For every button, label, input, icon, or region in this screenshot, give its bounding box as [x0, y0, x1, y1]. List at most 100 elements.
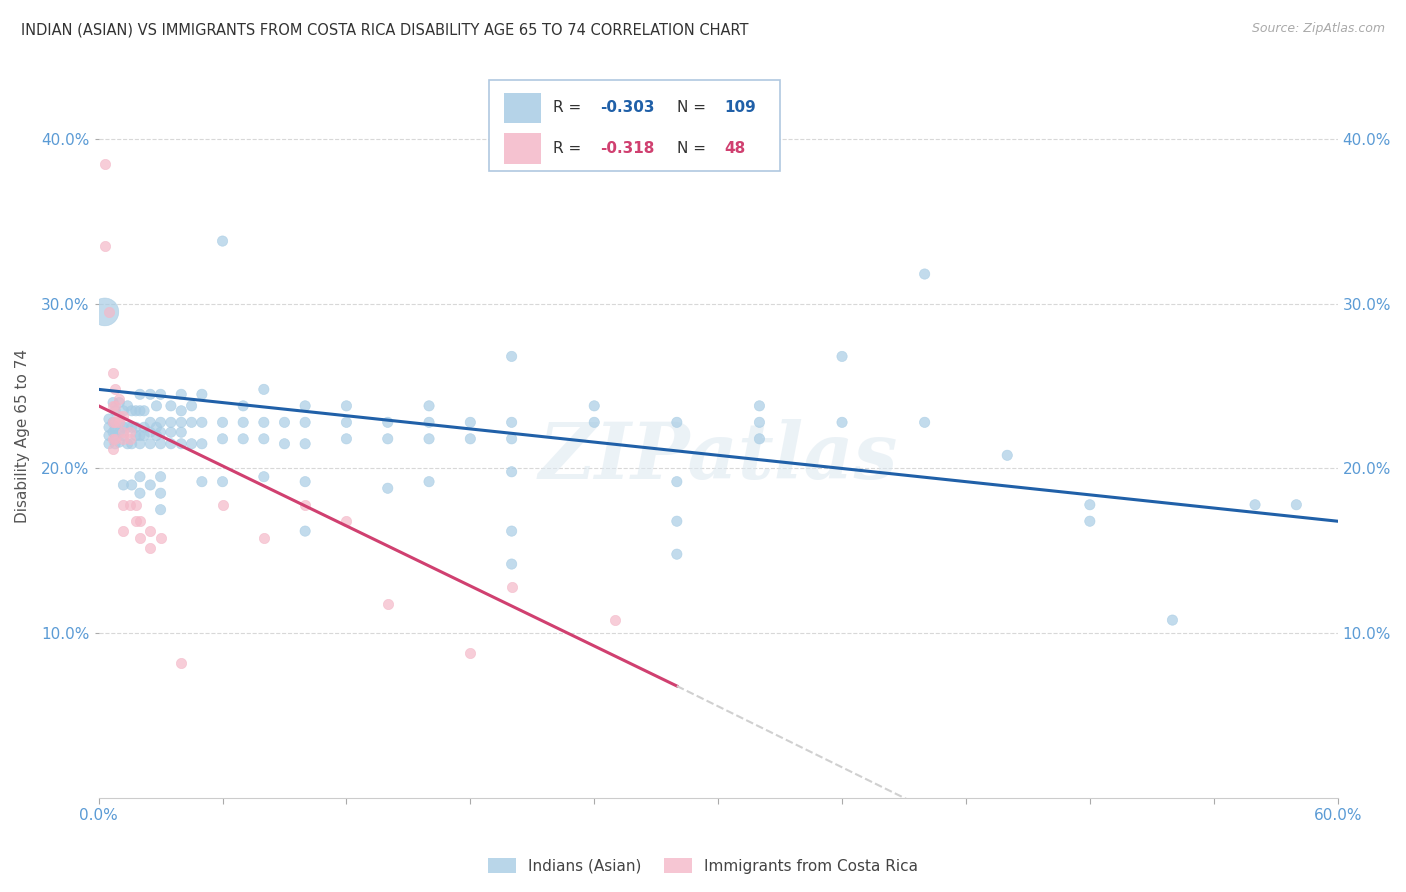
Point	[232, 399, 254, 413]
Point	[335, 399, 357, 413]
Point	[149, 387, 172, 401]
Point	[170, 425, 193, 440]
Point	[104, 436, 127, 450]
Point	[665, 475, 688, 489]
Point	[501, 524, 523, 538]
Point	[145, 399, 167, 413]
Point	[129, 436, 152, 450]
Point	[170, 415, 193, 429]
Point	[501, 580, 523, 594]
Point	[104, 383, 127, 397]
Text: R =: R =	[554, 100, 586, 115]
Point	[139, 415, 162, 429]
Point	[180, 399, 202, 413]
Point	[132, 404, 155, 418]
Point	[129, 514, 152, 528]
Point	[112, 425, 135, 440]
Point	[101, 432, 124, 446]
Point	[211, 475, 233, 489]
Point	[149, 425, 172, 440]
Point	[191, 415, 214, 429]
Point	[191, 436, 214, 450]
Point	[129, 404, 152, 418]
Point	[112, 428, 135, 442]
Point	[125, 420, 148, 434]
Point	[1285, 498, 1308, 512]
Point	[112, 432, 135, 446]
Point	[117, 399, 139, 413]
Point	[995, 448, 1018, 462]
Point	[232, 432, 254, 446]
Point	[170, 436, 193, 450]
Point	[418, 399, 440, 413]
Point	[583, 399, 606, 413]
Point	[294, 524, 316, 538]
Point	[121, 436, 143, 450]
Point	[748, 415, 770, 429]
Point	[132, 420, 155, 434]
Point	[253, 415, 276, 429]
Point	[603, 613, 626, 627]
Point	[501, 432, 523, 446]
Point	[108, 409, 131, 423]
Point	[97, 436, 120, 450]
Point	[149, 415, 172, 429]
Point	[104, 428, 127, 442]
Point	[97, 420, 120, 434]
Point	[583, 415, 606, 429]
Point	[831, 415, 853, 429]
Point	[665, 415, 688, 429]
Point	[377, 415, 399, 429]
Point	[418, 415, 440, 429]
Point	[294, 436, 316, 450]
Point	[501, 415, 523, 429]
Point	[125, 514, 148, 528]
Point	[97, 305, 120, 319]
Point	[501, 350, 523, 364]
Point	[101, 366, 124, 380]
Point	[129, 387, 152, 401]
Point	[121, 420, 143, 434]
Point	[108, 415, 131, 429]
Point	[117, 420, 139, 434]
Point	[125, 498, 148, 512]
Point	[160, 436, 183, 450]
Text: ZIPatlas: ZIPatlas	[538, 419, 898, 496]
Point	[253, 432, 276, 446]
Point	[377, 597, 399, 611]
Point	[112, 498, 135, 512]
Text: INDIAN (ASIAN) VS IMMIGRANTS FROM COSTA RICA DISABILITY AGE 65 TO 74 CORRELATION: INDIAN (ASIAN) VS IMMIGRANTS FROM COSTA …	[21, 22, 748, 37]
Point	[170, 404, 193, 418]
Point	[101, 399, 124, 413]
Point	[108, 392, 131, 407]
Point	[139, 387, 162, 401]
Point	[139, 478, 162, 492]
Point	[129, 531, 152, 545]
Point	[101, 442, 124, 456]
Point	[335, 415, 357, 429]
FancyBboxPatch shape	[489, 80, 780, 171]
Point	[665, 514, 688, 528]
Text: N =: N =	[678, 141, 711, 156]
Point	[1161, 613, 1184, 627]
Point	[335, 432, 357, 446]
Point	[94, 156, 117, 170]
Legend: Indians (Asian), Immigrants from Costa Rica: Indians (Asian), Immigrants from Costa R…	[482, 852, 924, 880]
Point	[273, 436, 295, 450]
Text: -0.318: -0.318	[600, 141, 655, 156]
Point	[118, 425, 141, 440]
Point	[418, 475, 440, 489]
Point	[149, 486, 172, 500]
Point	[1244, 498, 1267, 512]
Point	[101, 415, 124, 429]
Point	[129, 428, 152, 442]
Point	[1078, 498, 1101, 512]
Point	[117, 436, 139, 450]
Point	[253, 383, 276, 397]
Point	[460, 646, 482, 660]
Point	[232, 415, 254, 429]
Point	[191, 475, 214, 489]
Point	[160, 415, 183, 429]
Point	[112, 404, 135, 418]
Point	[125, 404, 148, 418]
